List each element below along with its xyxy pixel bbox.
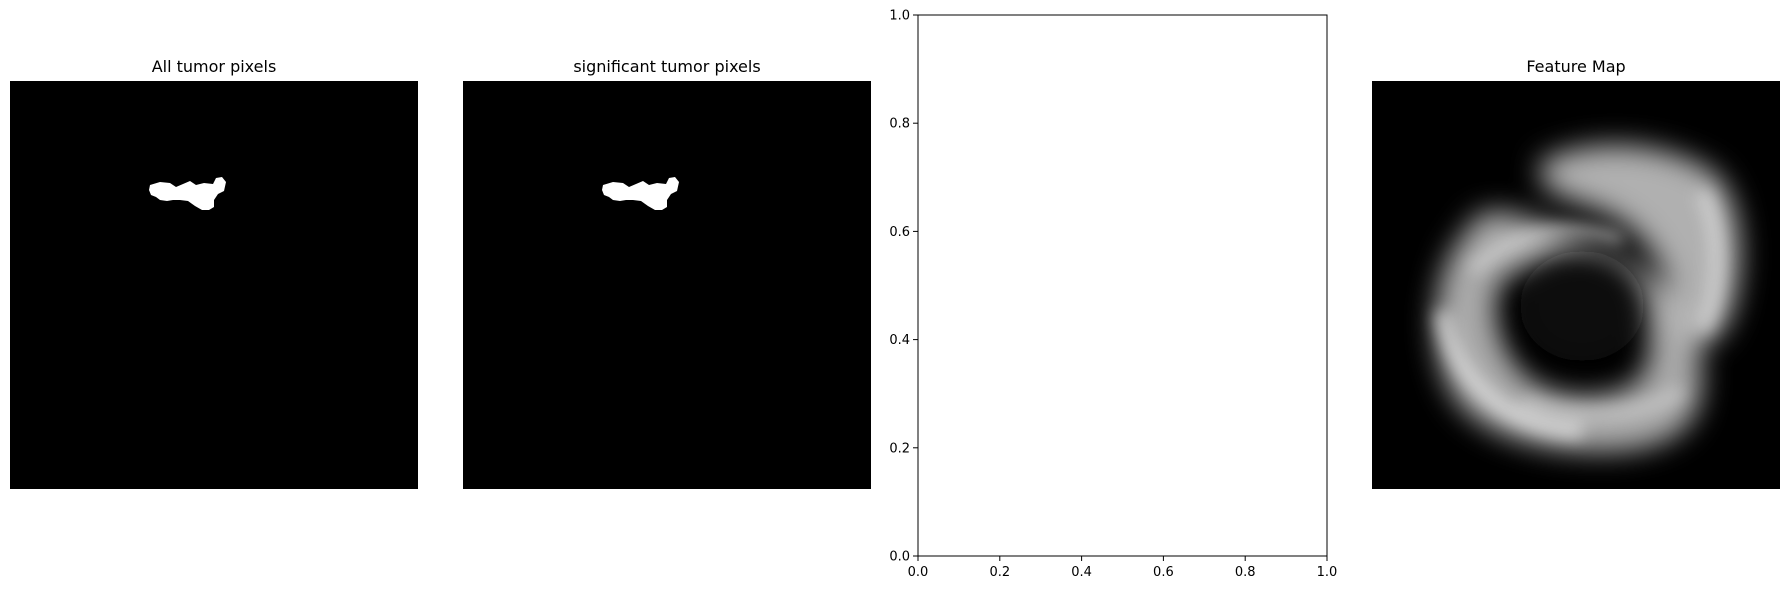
- x-axis: 0.0 0.2 0.4 0.6 0.8 1.0: [908, 556, 1338, 580]
- tumor-blob: [602, 177, 679, 210]
- feature-map-image: [1372, 81, 1780, 489]
- significant-mask-image: [463, 81, 871, 489]
- x-tick-label: 0.0: [908, 565, 929, 580]
- y-axis: 0.0 0.2 0.4 0.6 0.8 1.0: [889, 9, 918, 565]
- y-tick-label: 0.4: [889, 333, 910, 348]
- x-tick-label: 0.2: [989, 565, 1010, 580]
- y-tick-label: 0.2: [889, 441, 910, 456]
- x-tick-label: 0.4: [1071, 565, 1092, 580]
- y-tick-label: 0.8: [889, 117, 910, 132]
- y-tick-label: 0.6: [889, 225, 910, 240]
- y-tick-label: 1.0: [889, 9, 910, 24]
- x-tick-label: 1.0: [1317, 565, 1338, 580]
- y-tick-label: 0.0: [889, 550, 910, 565]
- x-tick-label: 0.6: [1153, 565, 1174, 580]
- axes-frame: [917, 14, 1328, 557]
- x-tick-label: 0.8: [1235, 565, 1256, 580]
- panel-title: All tumor pixels: [151, 57, 277, 76]
- panel-title: significant tumor pixels: [573, 57, 761, 76]
- panel-title: Feature Map: [1526, 57, 1626, 76]
- tumor-blob: [149, 177, 226, 210]
- tumor-mask-image: [10, 81, 418, 489]
